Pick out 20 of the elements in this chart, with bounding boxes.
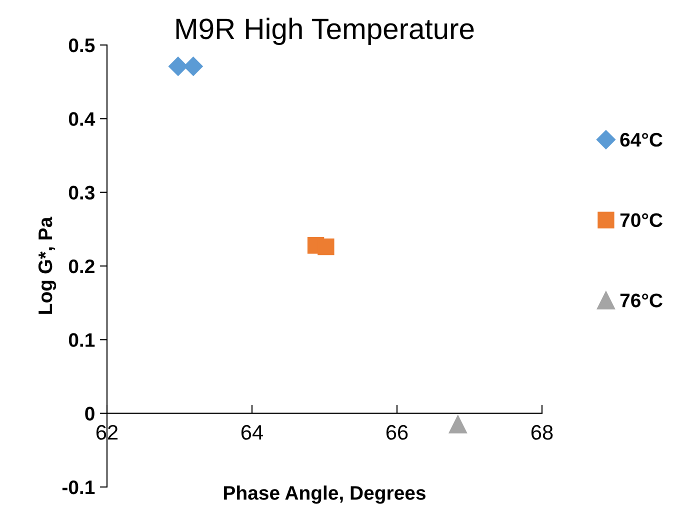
y-tick-label: 0.3 [68, 186, 94, 200]
y-tick-label: 0.1 [68, 333, 95, 347]
chart-title: M9R High Temperature [176, 18, 474, 45]
x-tick-label: 68 [531, 424, 553, 440]
y-tick-label: 0.2 [68, 259, 94, 274]
x-tick-label: 64 [241, 424, 263, 440]
point [318, 238, 334, 256]
legend-label: 64°C [620, 132, 662, 147]
x-tick-label: 66 [386, 424, 408, 440]
y-tick-label: 0.4 [68, 112, 96, 126]
y-tick-label: 0.5 [68, 38, 95, 52]
x-axis-title: Phase Angle, Degrees [224, 486, 426, 504]
point [168, 56, 188, 76]
legend-label: 70°C [620, 213, 662, 228]
y-tick-label: -0.1 [62, 480, 95, 494]
point [184, 56, 203, 76]
legend-label: 76°C [620, 294, 662, 308]
y-tick-label: 0 [85, 406, 94, 421]
point [448, 415, 467, 434]
y-axis-title: Log G*, Pa [38, 216, 56, 314]
